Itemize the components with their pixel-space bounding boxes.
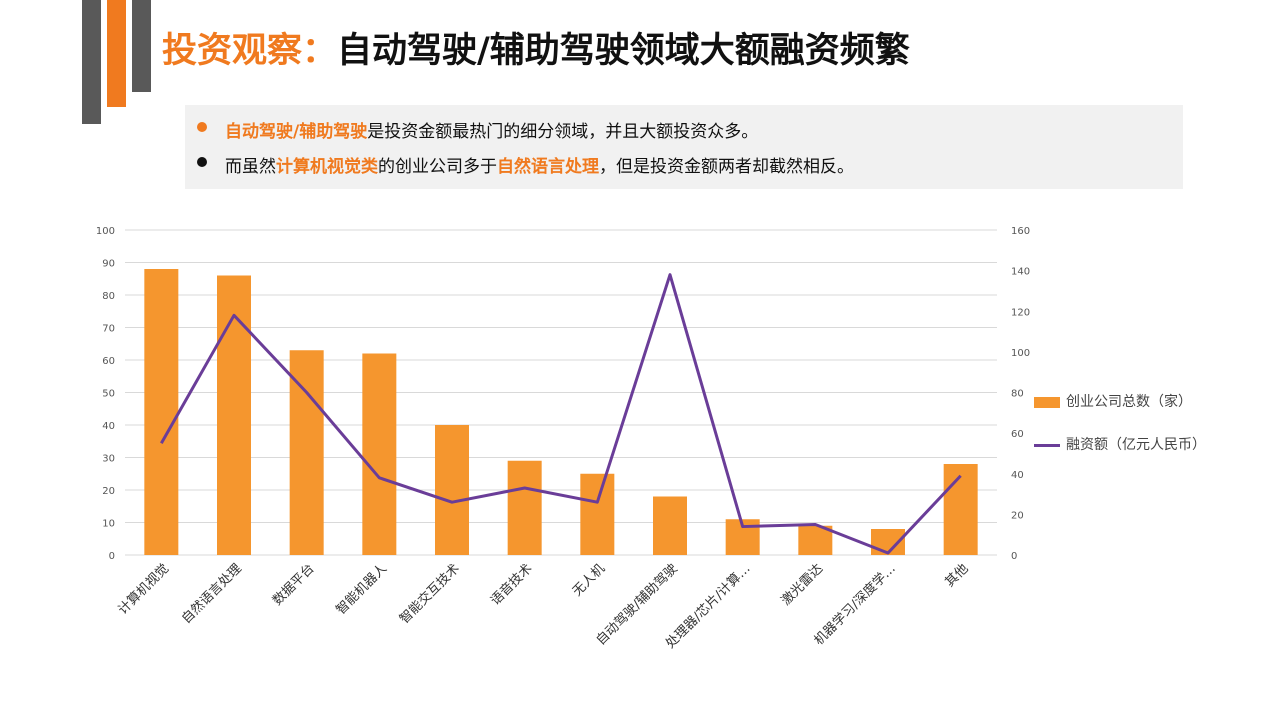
x-tick-label: 数据平台 (270, 561, 317, 608)
x-tick-label: 计算机视觉 (116, 561, 173, 618)
legend-bar-label: 创业公司总数（家） (1066, 394, 1192, 410)
bar (217, 275, 251, 555)
bar (144, 269, 179, 555)
bullet-icon (197, 122, 207, 132)
y-right-tick-label: 160 (1011, 226, 1030, 237)
note-2-post: ，但是投资金额两者却截然相反。 (599, 157, 854, 177)
y-right-tick-label: 100 (1011, 348, 1030, 359)
page-title-main: 自动驾驶/辅助驾驶领域大额融资频繁 (337, 31, 910, 71)
y-axis-left: 0 10 20 30 40 50 60 70 80 90 100 (96, 226, 115, 562)
y-right-tick-label: 40 (1011, 470, 1024, 481)
note-2-highlight-2: 自然语言处理 (497, 157, 599, 177)
x-tick-label: 无人机 (570, 561, 608, 599)
y-left-tick-label: 60 (102, 356, 115, 367)
legend-item-bar: 创业公司总数（家） (1034, 391, 1192, 411)
y-right-tick-label: 20 (1011, 510, 1024, 521)
legend-line-swatch (1034, 443, 1060, 447)
x-axis: 计算机视觉 自然语言处理 数据平台 智能机器人 智能交互技术 语音技术 无人机自动驾驶/辅助… (116, 561, 972, 652)
x-tick-label: 智能机器人 (334, 561, 391, 618)
y-left-tick-label: 20 (102, 486, 115, 497)
bar (289, 350, 324, 555)
note-1-text: 是投资金额最热门的细分领域，并且大额投资众多。 (367, 122, 759, 142)
bullet-icon (197, 157, 207, 167)
y-right-tick-label: 140 (1011, 267, 1030, 278)
y-left-tick-label: 50 (102, 389, 115, 400)
x-tick-label: 激光雷达 (779, 561, 826, 608)
bar (653, 496, 687, 555)
y-right-tick-label: 60 (1011, 429, 1024, 440)
line-path (160, 273, 962, 555)
y-right-tick-label: 80 (1011, 389, 1024, 400)
note-2-mid: 的创业公司多于 (378, 157, 497, 177)
y-left-tick-label: 30 (102, 454, 115, 465)
y-left-tick-label: 10 (102, 519, 115, 530)
legend-item-line: 融资额（亿元人民币） (1034, 434, 1206, 454)
bar (507, 460, 542, 555)
notes-panel: 自动驾驶/辅助驾驶是投资金额最热门的细分领域，并且大额投资众多。 而虽然计算机视… (185, 105, 1183, 189)
bar (580, 473, 615, 555)
line-series (160, 273, 962, 555)
y-left-tick-label: 90 (102, 259, 115, 270)
note-1: 自动驾驶/辅助驾驶是投资金额最热门的细分领域，并且大额投资众多。 (225, 117, 758, 142)
y-left-tick-label: 0 (109, 551, 115, 562)
x-tick-label: 自然语言处理 (178, 561, 244, 627)
decor-bar-dark-2 (132, 0, 151, 92)
y-right-tick-label: 0 (1011, 551, 1017, 562)
y-axis-right: 0 20 40 60 80 100 120 140 160 (1011, 226, 1030, 562)
page-title-accent: 投资观察： (162, 31, 338, 71)
note-2: 而虽然计算机视觉类的创业公司多于自然语言处理，但是投资金额两者却截然相反。 (225, 152, 854, 177)
x-tick-label: 其他 (942, 561, 971, 590)
x-tick-label: 智能交互技术 (396, 561, 462, 627)
legend-line-label: 融资额（亿元人民币） (1066, 437, 1206, 453)
y-left-tick-label: 70 (102, 324, 115, 335)
bar (798, 525, 833, 555)
page-title: 投资观察：自动驾驶/辅助驾驶领域大额融资频繁 (162, 22, 910, 73)
y-left-tick-label: 40 (102, 421, 115, 432)
grid-lines (125, 229, 997, 556)
bar (943, 464, 978, 555)
decor-bar-dark-1 (82, 0, 101, 124)
note-2-highlight-1: 计算机视觉类 (276, 157, 378, 177)
legend-bar-swatch (1034, 396, 1060, 408)
bar (362, 353, 397, 555)
y-left-tick-label: 80 (102, 291, 115, 302)
decor-bar-orange (107, 0, 126, 107)
note-2-pre: 而虽然 (225, 157, 276, 177)
y-right-tick-label: 120 (1011, 307, 1030, 318)
note-1-highlight: 自动驾驶/辅助驾驶 (225, 122, 368, 142)
bar-series (144, 269, 978, 555)
x-tick-label: 语音技术 (487, 561, 535, 609)
y-left-tick-label: 100 (96, 226, 115, 237)
bar (435, 425, 469, 555)
